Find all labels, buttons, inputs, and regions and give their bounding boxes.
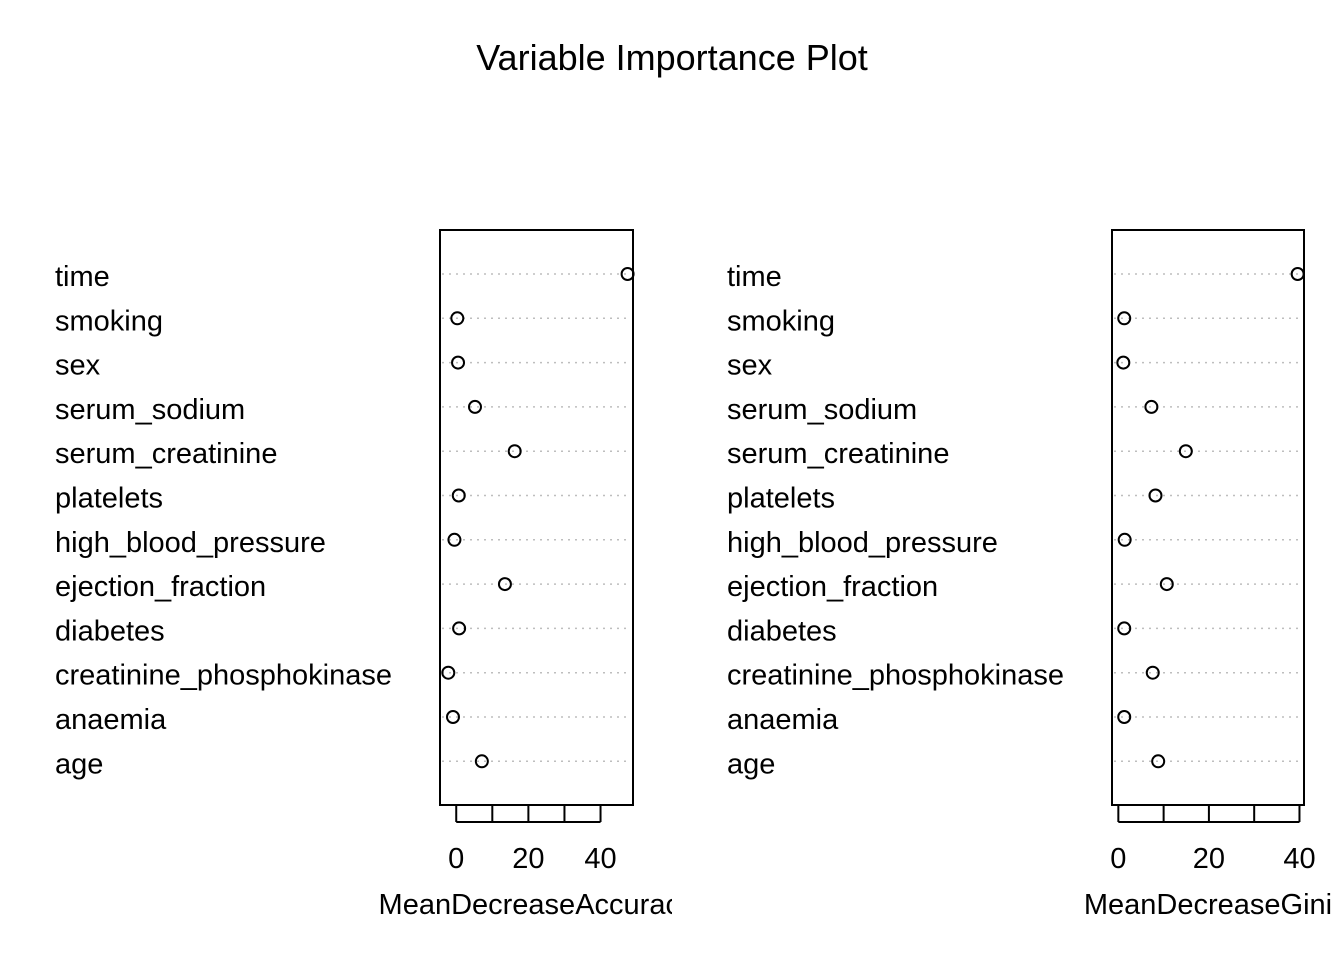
variable-label: age <box>727 748 775 780</box>
data-point <box>467 399 482 414</box>
data-point <box>507 444 522 459</box>
variable-label: high_blood_pressure <box>727 527 998 559</box>
variable-label: time <box>727 261 782 293</box>
variable-label: serum_sodium <box>55 394 245 426</box>
x-tick-label: 40 <box>584 843 616 875</box>
data-point <box>1159 577 1174 592</box>
data-point <box>1116 355 1131 370</box>
variable-label: serum_sodium <box>727 394 917 426</box>
data-point <box>447 532 462 547</box>
variable-label: creatinine_phosphokinase <box>727 660 1064 692</box>
chart-title: Variable Importance Plot <box>476 37 868 78</box>
data-point <box>1117 532 1132 547</box>
variable-label: smoking <box>727 305 835 337</box>
x-tick-label: 0 <box>448 843 464 875</box>
variable-label: ejection_fraction <box>727 571 938 603</box>
data-point <box>1117 311 1132 326</box>
panel-mean-decrease-accuracy: time smoking sex serum_sodium serum_creatini… <box>55 229 695 921</box>
data-point <box>474 754 489 769</box>
data-point <box>1151 754 1166 769</box>
data-point <box>1117 621 1132 636</box>
data-point <box>1117 710 1132 724</box>
variable-label: sex <box>55 350 101 382</box>
variable-label: time <box>55 261 110 293</box>
x-tick-label: 0 <box>1110 843 1126 875</box>
data-point <box>1148 488 1163 503</box>
variable-label: age <box>55 748 103 780</box>
panel-mean-decrease-gini: time smoking sex serum_sodium serum_creatini… <box>727 229 1332 921</box>
x-axis-title: MeanDecreaseGini <box>1084 889 1332 921</box>
x-tick-label: 20 <box>1193 843 1225 875</box>
plot-box <box>1111 229 1305 806</box>
data-point <box>1144 399 1159 414</box>
variable-label: anaemia <box>55 704 167 736</box>
data-point <box>620 267 635 281</box>
variable-label: high_blood_pressure <box>55 527 326 559</box>
data-point <box>445 710 460 724</box>
data-point <box>441 665 456 680</box>
variable-label: serum_creatinine <box>55 438 277 470</box>
variable-label: ejection_fraction <box>55 571 266 603</box>
variable-label: platelets <box>727 483 835 515</box>
x-axis-title: MeanDecreaseAccuracy <box>379 889 695 921</box>
data-point <box>1178 444 1193 459</box>
data-point <box>450 311 465 326</box>
plot-box <box>439 229 634 806</box>
data-point <box>451 355 466 370</box>
variable-label: platelets <box>55 483 163 515</box>
data-point <box>452 621 467 636</box>
variable-label: diabetes <box>727 615 837 647</box>
variable-label: smoking <box>55 305 163 337</box>
variable-label: anaemia <box>727 704 839 736</box>
data-point <box>1145 665 1160 680</box>
x-tick-label: 20 <box>512 843 544 875</box>
variable-label: diabetes <box>55 615 165 647</box>
x-tick-label: 40 <box>1283 843 1315 875</box>
variable-label: sex <box>727 350 773 382</box>
variable-label: serum_creatinine <box>727 438 949 470</box>
data-point <box>451 488 466 503</box>
data-point <box>497 577 512 592</box>
variable-label: creatinine_phosphokinase <box>55 660 392 692</box>
